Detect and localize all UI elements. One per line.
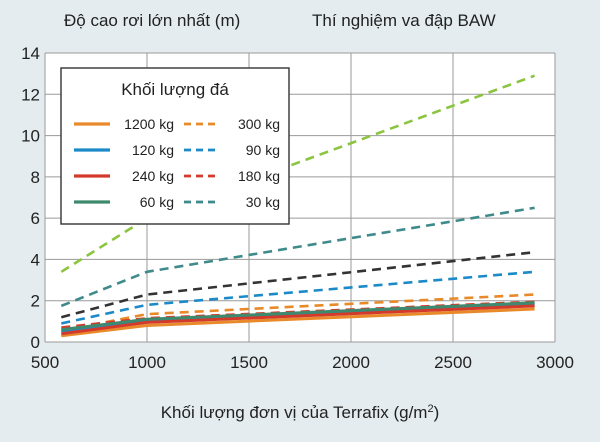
- x-tick-label: 2500: [434, 353, 472, 372]
- x-axis-label-main: Khối lượng đơn vị của Terrafix (g/m: [161, 403, 428, 422]
- y-tick-label: 2: [31, 292, 40, 311]
- legend-label: 90 kg: [246, 142, 280, 158]
- legend-label: 30 kg: [246, 194, 280, 210]
- series-group: [60, 74, 536, 338]
- series-line: [61, 301, 535, 332]
- x-tick-label: 2000: [332, 353, 370, 372]
- legend-label: 1200 kg: [124, 116, 174, 132]
- legend-label: 300 kg: [238, 116, 280, 132]
- legend-label: 240 kg: [132, 168, 174, 184]
- legend-title: Khối lượng đá: [121, 80, 229, 99]
- legend-label: 180 kg: [238, 168, 280, 184]
- series-line: [61, 307, 535, 338]
- chart-title-left: Độ cao rơi lớn nhất (m): [64, 11, 240, 30]
- series-line: [60, 250, 535, 319]
- y-tick-label: 10: [21, 127, 40, 146]
- x-tick-label: 1500: [230, 353, 268, 372]
- legend-label: 60 kg: [140, 194, 174, 210]
- legend-box: [60, 67, 290, 225]
- y-tick-label: 8: [31, 168, 40, 187]
- series-line: [60, 74, 536, 273]
- series-line: [61, 304, 535, 336]
- legend: Khối lượng đá 1200 kg 300 kg 120 kg 90 kg 24…: [60, 67, 290, 225]
- y-tick-label: 0: [31, 333, 40, 352]
- x-axis-label-superscript: 2: [427, 403, 433, 415]
- x-axis-label: Khối lượng đơn vị của Terrafix (g/m2): [161, 403, 440, 422]
- legend-rows: 1200 kg 300 kg 120 kg 90 kg 240 kg 180 kg 60 k…: [74, 116, 280, 210]
- series-line: [60, 206, 535, 308]
- y-tick-label: 4: [31, 250, 40, 269]
- x-tick-label: 500: [31, 353, 59, 372]
- chart-title-right: Thí nghiệm va đập BAW: [312, 11, 496, 30]
- x-tick-label: 3000: [536, 353, 574, 372]
- x-tick-label: 1000: [128, 353, 166, 372]
- series-line: [61, 293, 535, 332]
- y-tick-label: 14: [21, 44, 40, 63]
- y-tick-labels: 0 2 4 6 8 10 12 14: [21, 44, 40, 352]
- x-axis-label-end: ): [434, 403, 440, 422]
- y-tick-label: 12: [21, 85, 40, 104]
- y-tick-label: 6: [31, 209, 40, 228]
- x-tick-labels: 500 1000 1500 2000 2500 3000: [31, 353, 574, 372]
- series-line: [61, 270, 535, 325]
- legend-label: 120 kg: [132, 142, 174, 158]
